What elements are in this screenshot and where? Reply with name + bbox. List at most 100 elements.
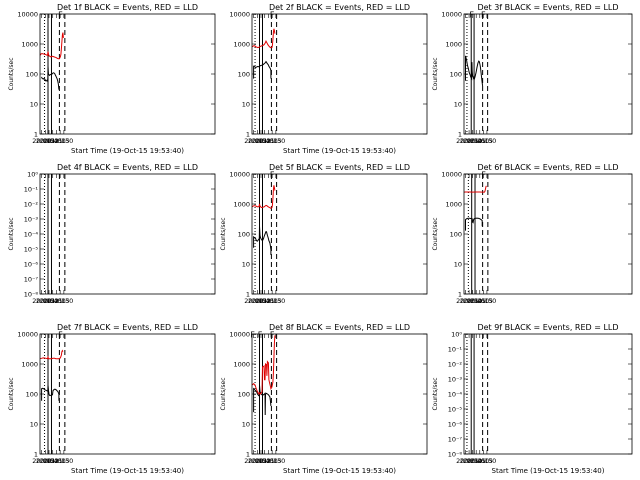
panel-2-xtick-label: 20:15 xyxy=(248,137,267,145)
panel-4-xtick-label: 21:00 xyxy=(47,297,66,305)
panel-3-flag-label: F xyxy=(469,11,474,20)
panel-9-xtick-label: 20:45 xyxy=(467,457,486,465)
panel-4-ytick-label: 10⁰ xyxy=(27,171,38,179)
panel-8: Det 8f BLACK = Events, RED = LLD Counts/s… xyxy=(220,323,428,475)
panel-2-title: Det 2f BLACK = Events, RED = LLD xyxy=(269,3,410,12)
panel-2-ytick-label: 1 xyxy=(246,131,250,139)
panel-3-ytick-label: 1000 xyxy=(445,41,462,49)
panel-9-xtick-label: 20:30 xyxy=(463,457,482,465)
panel-3-xtick-label: 21:30 xyxy=(478,137,497,145)
panel-9-ytick-label: 10⁰ xyxy=(451,331,462,339)
panel-5-ytick-label: 1000 xyxy=(233,201,250,209)
panel-9: Det 9f BLACK = Events, RED = LLD Counts/s… xyxy=(432,323,633,475)
panel-2-series-black xyxy=(253,60,272,79)
panel-8-series-black xyxy=(253,384,272,416)
panel-4-xtick-label: 20:45 xyxy=(43,297,62,305)
panel-2-xtick-label: 20:30 xyxy=(252,137,271,145)
panel-6-ytick-label: 10000 xyxy=(441,171,462,179)
panel-9-xtick-label: 21:30 xyxy=(478,457,497,465)
panel-2-ytick-label: 1000 xyxy=(233,41,250,49)
panel-1-ytick-label: 100 xyxy=(26,71,38,79)
panel-3-xtick-label: 20:15 xyxy=(460,137,479,145)
panel-1-frame xyxy=(39,13,216,135)
panel-7-ytick-label: 10 xyxy=(30,421,38,429)
panel-6: Det 6f BLACK = Events, RED = LLD Counts/s… xyxy=(432,163,633,305)
panel-2-xtick-label: 21:30 xyxy=(266,137,285,145)
panel-5-series-red xyxy=(251,185,276,209)
panel-5-xtick-label: 20:45 xyxy=(255,297,274,305)
panel-5-flag-label: F xyxy=(270,171,275,180)
panel-6-flag-label: F xyxy=(481,171,486,180)
panel-9-xtick-label: 21:00 xyxy=(470,457,489,465)
panel-7-series-red xyxy=(39,349,64,360)
panel-1-ytick-label: 10 xyxy=(30,101,38,109)
panel-8-xtick-label: 21:00 xyxy=(259,457,278,465)
panel-7-xtick-label: 21:15 xyxy=(51,457,70,465)
panel-1-xtick-label: 20:00 xyxy=(32,137,51,145)
panel-7-title: Det 7f BLACK = Events, RED = LLD xyxy=(57,323,198,332)
panel-5-xtick-label: 21:00 xyxy=(259,297,278,305)
panel-3-xtick-label: 21:15 xyxy=(474,137,493,145)
panel-7-xtick-label: 20:00 xyxy=(32,457,51,465)
panel-9-frame xyxy=(463,333,633,455)
panel-3-xtick-label: 20:45 xyxy=(467,137,486,145)
panel-7-ylabel: Counts/sec xyxy=(8,377,15,410)
panel-8-xlabel: Start Time (19-Oct-15 19:53:40) xyxy=(283,467,396,475)
panel-7-flag-label: F xyxy=(58,331,63,340)
panel-4-ylabel: Counts/sec xyxy=(8,217,15,250)
panel-3-ytick-label: 1 xyxy=(458,131,462,139)
panel-7-xtick-label: 21:00 xyxy=(47,457,66,465)
panel-5-ytick-label: 1 xyxy=(246,291,250,299)
panel-3-flag-label: F xyxy=(481,11,486,20)
panel-5-title: Det 5f BLACK = Events, RED = LLD xyxy=(269,163,410,172)
panel-8-ytick-label: 10 xyxy=(242,421,250,429)
panel-3-xtick-label: 20:30 xyxy=(463,137,482,145)
panel-2-ytick-label: 100 xyxy=(238,71,250,79)
panel-2-xtick-label: 21:15 xyxy=(263,137,282,145)
panel-5-series-black xyxy=(253,226,272,255)
panel-4-xtick-label: 20:30 xyxy=(40,297,59,305)
panel-8-xtick-label: 21:15 xyxy=(263,457,282,465)
panel-7-ytick-label: 100 xyxy=(26,391,38,399)
panel-6-ytick-label: 10 xyxy=(454,261,462,269)
panel-7: Det 7f BLACK = Events, RED = LLD Counts/s… xyxy=(8,323,216,475)
panel-9-ylabel: Counts/sec xyxy=(432,377,439,410)
panel-3-xtick-label: 21:00 xyxy=(470,137,489,145)
panel-5-xtick-label: 20:30 xyxy=(252,297,271,305)
panel-6-frame xyxy=(463,173,633,295)
panel-9-ytick-label: 10⁻⁶ xyxy=(448,421,463,429)
panel-2-ytick-label: 10 xyxy=(242,101,250,109)
panel-4: Det 4f BLACK = Events, RED = LLD Counts/s… xyxy=(8,163,216,305)
panel-4-xtick-label: 20:15 xyxy=(36,297,55,305)
panel-3-ytick-label: 100 xyxy=(450,71,462,79)
panel-7-xtick-label: 20:45 xyxy=(43,457,62,465)
panel-7-series-black xyxy=(41,384,60,401)
panel-5-ytick-label: 10 xyxy=(242,261,250,269)
panel-6-ytick-label: 1 xyxy=(458,291,462,299)
panel-3-ylabel: Counts/sec xyxy=(432,57,439,90)
panel-6-series-red xyxy=(464,185,487,193)
panel-4-ytick-label: 10⁻⁷ xyxy=(24,276,39,284)
panel-6-series-black xyxy=(465,217,483,231)
panel-4-title: Det 4f BLACK = Events, RED = LLD xyxy=(57,163,198,172)
panel-5-xtick-label: 20:15 xyxy=(248,297,267,305)
panel-9-ytick-label: 10⁻⁴ xyxy=(448,391,463,399)
panel-4-ytick-label: 10⁻⁴ xyxy=(24,231,39,239)
panel-5-ylabel: Counts/sec xyxy=(220,217,227,250)
panel-1-ytick-label: 1000 xyxy=(21,41,38,49)
panel-9-title: Det 9f BLACK = Events, RED = LLD xyxy=(477,323,618,332)
panel-9-ytick-label: 10⁻³ xyxy=(448,376,463,384)
panel-4-xtick-label: 21:30 xyxy=(54,297,73,305)
panel-8-xtick-label: 20:45 xyxy=(255,457,274,465)
panel-3-xtick-label: 20:00 xyxy=(456,137,475,145)
panel-2-xtick-label: 21:00 xyxy=(259,137,278,145)
panel-2-frame xyxy=(251,13,428,135)
panel-7-xtick-label: 21:30 xyxy=(54,457,73,465)
panel-1-ytick-label: 10000 xyxy=(17,11,38,19)
panel-8-ytick-label: 1 xyxy=(246,451,250,459)
panel-1-ytick-label: 1 xyxy=(34,131,38,139)
panel-1-series-red xyxy=(39,32,64,60)
panel-6-title: Det 6f BLACK = Events, RED = LLD xyxy=(477,163,618,172)
panel-1-xtick-label: 21:30 xyxy=(54,137,73,145)
